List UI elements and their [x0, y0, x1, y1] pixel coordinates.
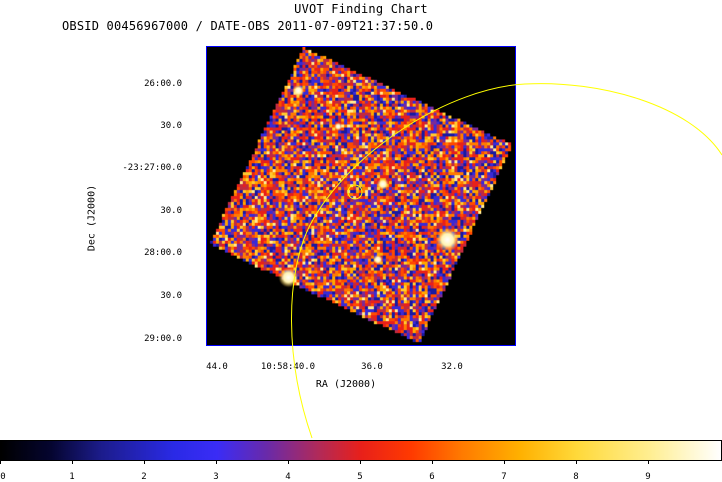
dec-axis-label: Dec (J2000): [86, 184, 98, 252]
colorbar-tick-label: 0: [0, 472, 6, 482]
colorbar-tick-label: 8: [573, 472, 579, 482]
dec-tick-label: 30.0: [160, 121, 182, 131]
colorbar-tick-label: 6: [429, 472, 435, 482]
dec-tick-label: 29:00.0: [144, 334, 182, 344]
colorbar-tick-label: 1: [69, 472, 75, 482]
ra-tick-label: 44.0: [206, 362, 228, 372]
chart-title: UVOT Finding Chart: [294, 2, 428, 16]
finding-chart-image[interactable]: [206, 46, 516, 346]
uvot-image-canvas[interactable]: [207, 47, 515, 345]
colorbar-tick-label: 5: [357, 472, 363, 482]
colorbar-tick-label: 7: [501, 472, 507, 482]
colorbar-tick-label: 2: [141, 472, 147, 482]
colorbar-tick-label: 9: [645, 472, 651, 482]
dec-tick-label: 30.0: [160, 206, 182, 216]
ra-axis-label: RA (J2000): [315, 379, 377, 390]
ra-tick-label: 10:58:40.0: [260, 362, 316, 372]
dec-tick-label: 30.0: [160, 291, 182, 301]
dec-tick-label: -23:27:00.0: [122, 163, 182, 173]
colorbar-tick-label: 3: [213, 472, 219, 482]
colorbar-tick-label: 4: [285, 472, 291, 482]
colorbar: [0, 440, 722, 461]
dec-tick-label: 26:00.0: [144, 79, 182, 89]
dec-tick-label: 28:00.0: [144, 248, 182, 258]
observation-subtitle: OBSID 00456967000 / DATE-OBS 2011-07-09T…: [62, 19, 434, 33]
ra-tick-label: 36.0: [361, 362, 383, 372]
ra-tick-label: 32.0: [441, 362, 463, 372]
